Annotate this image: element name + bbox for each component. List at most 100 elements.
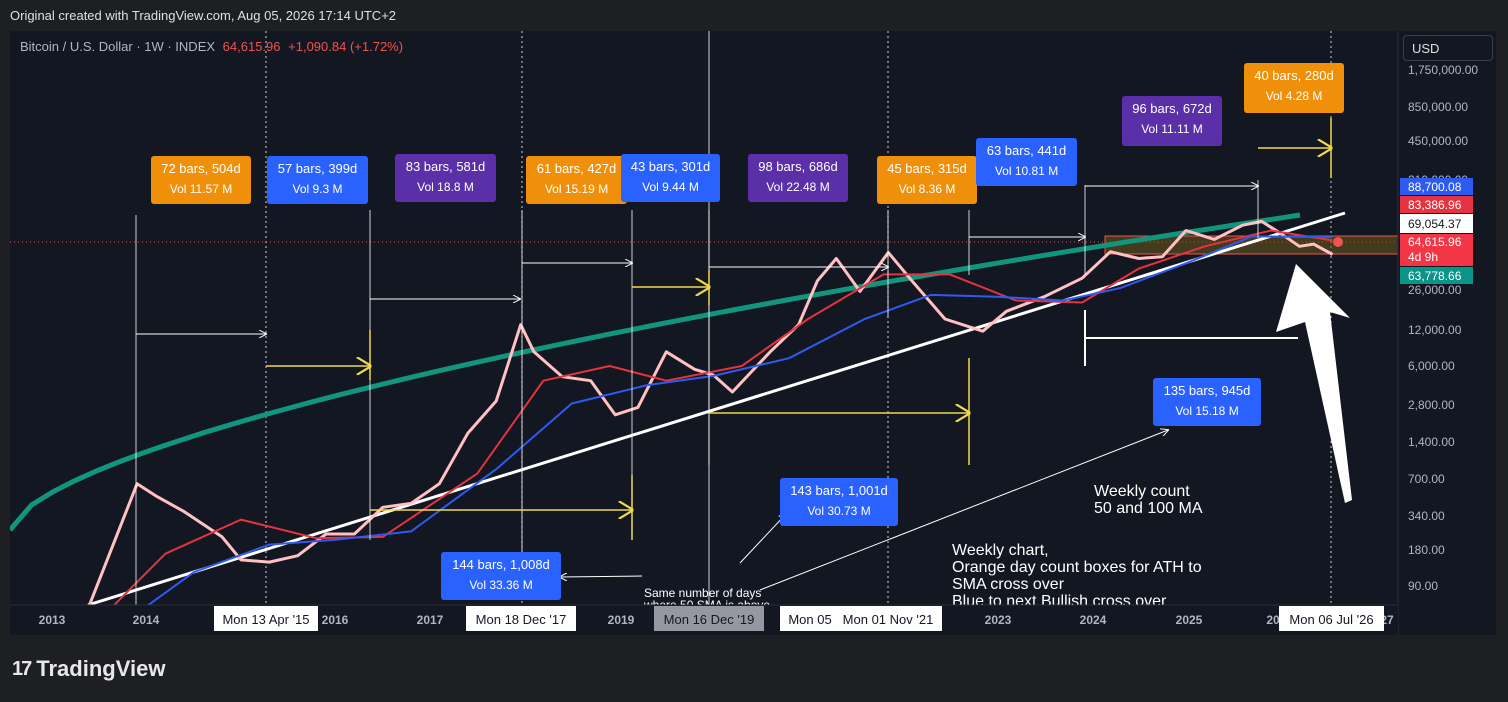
- date-crosshair-text: Mon 01 Nov '21: [843, 612, 934, 627]
- price-tick-label: 450,000.00: [1408, 134, 1468, 148]
- sma100-price-tag: [1400, 178, 1473, 195]
- time-tick-label: 2017: [417, 613, 444, 627]
- crosshair-price-text: 69,054.37: [1408, 217, 1462, 231]
- same-days-note: Same number of days: [644, 586, 761, 600]
- day-count-volume-label: Vol 9.3 M: [292, 182, 342, 196]
- price-tick-label: 180.00: [1408, 543, 1445, 557]
- price-tick-label: 340.00: [1408, 509, 1445, 523]
- time-tick-label: 2013: [39, 613, 66, 627]
- day-count-volume-label: Vol 22.48 M: [766, 180, 829, 194]
- weekly-count-note: Weekly count: [1094, 483, 1190, 500]
- symbol-name: Bitcoin / U.S. Dollar · 1W · INDEX: [20, 39, 216, 54]
- date-crosshair-tag: [780, 606, 840, 631]
- time-tick-label: 2023: [985, 613, 1012, 627]
- price-tick-label: 850,000.00: [1408, 100, 1468, 114]
- day-count-bars-label: 72 bars, 504d: [161, 161, 241, 176]
- price-tick-label: 1,400.00: [1408, 435, 1455, 449]
- day-count-box[interactable]: [780, 478, 898, 526]
- last-price-text: 64,615.96: [1408, 235, 1462, 249]
- brand-name: TradingView: [36, 656, 166, 681]
- weekly-chart-note: Orange day count boxes for ATH to: [952, 559, 1202, 576]
- day-count-box[interactable]: [1244, 63, 1344, 113]
- currency-button[interactable]: USD: [1403, 35, 1493, 61]
- date-crosshair-tag: [834, 606, 942, 631]
- day-count-box[interactable]: [1153, 378, 1261, 426]
- day-count-box[interactable]: [976, 138, 1077, 186]
- day-count-volume-label: Vol 15.18 M: [1175, 404, 1238, 418]
- day-count-volume-label: Vol 11.11 M: [1141, 122, 1203, 136]
- day-count-bars-label: 83 bars, 581d: [406, 159, 486, 174]
- day-count-volume-label: Vol 11.57 M: [170, 182, 232, 196]
- day-count-volume-label: Vol 8.36 M: [899, 182, 956, 196]
- weekly-chart-note: Weekly chart,: [952, 542, 1049, 559]
- price-tick-label: 700.00: [1408, 472, 1445, 486]
- time-tick-label: 2014: [133, 613, 160, 627]
- price-change: +1,090.84 (+1.72%): [288, 39, 404, 54]
- day-count-volume-label: Vol 33.36 M: [469, 578, 532, 592]
- date-crosshair-tag: [654, 606, 764, 631]
- day-count-bars-label: 43 bars, 301d: [631, 159, 711, 174]
- price-tick-label: 26,000.00: [1408, 283, 1462, 297]
- symbol-legend[interactable]: Bitcoin / U.S. Dollar · 1W · INDEX 64,61…: [20, 39, 403, 54]
- day-count-bars-label: 144 bars, 1,008d: [452, 557, 550, 572]
- chart-frame[interactable]: [10, 31, 1496, 635]
- bar-countdown-text: 4d 9h: [1408, 250, 1438, 264]
- date-crosshair-tag: [466, 606, 576, 631]
- time-tick-label: 2016: [322, 613, 349, 627]
- date-crosshair-text: Mon 13 Apr '15: [222, 612, 309, 627]
- time-tick-label: 2025: [1176, 613, 1203, 627]
- day-count-bars-label: 143 bars, 1,001d: [790, 483, 888, 498]
- weekly-count-note: 50 and 100 MA: [1094, 500, 1203, 517]
- sma50-price-text: 83,386.96: [1408, 198, 1462, 212]
- day-count-bars-label: 45 bars, 315d: [887, 161, 967, 176]
- day-count-bars-label: 61 bars, 427d: [537, 161, 617, 176]
- day-count-box[interactable]: [151, 156, 251, 204]
- day-count-volume-label: Vol 10.81 M: [995, 164, 1058, 178]
- day-count-volume-label: Vol 18.8 M: [417, 180, 474, 194]
- last-price-dot: [1333, 237, 1343, 247]
- sma100-price-text: 88,700.08: [1408, 180, 1462, 194]
- day-count-box[interactable]: [621, 154, 720, 202]
- day-count-bars-label: 96 bars, 672d: [1132, 101, 1212, 116]
- day-count-box[interactable]: [267, 156, 368, 204]
- day-count-bars-label: 135 bars, 945d: [1164, 383, 1251, 398]
- day-count-bars-label: 57 bars, 399d: [278, 161, 358, 176]
- date-crosshair-text: Mon 05: [788, 612, 831, 627]
- day-count-bars-label: 40 bars, 280d: [1254, 68, 1334, 83]
- day-count-box[interactable]: [1122, 96, 1222, 146]
- price-axis[interactable]: [1398, 31, 1496, 635]
- day-count-box[interactable]: [748, 154, 848, 202]
- day-count-bars-label: 98 bars, 686d: [758, 159, 838, 174]
- last-price: 64,615.96: [222, 39, 281, 54]
- time-tick-label: 20: [1266, 613, 1280, 627]
- price-tick-label: 90.00: [1408, 579, 1438, 593]
- day-count-volume-label: Vol 9.44 M: [642, 180, 699, 194]
- day-count-volume-label: Vol 15.19 M: [545, 182, 608, 196]
- ema-price-text: 63,778.66: [1408, 269, 1462, 283]
- day-count-box[interactable]: [526, 156, 627, 204]
- pointer-arrow: [560, 576, 643, 577]
- day-count-volume-label: Vol 30.73 M: [807, 504, 870, 518]
- time-tick-label: 2019: [608, 613, 635, 627]
- series-line-sma-50: [112, 229, 1333, 605]
- tradingview-logo[interactable]: 17 TradingView: [12, 656, 165, 682]
- large-white-arrow: [1276, 264, 1352, 503]
- date-crosshair-tag: [214, 606, 318, 631]
- day-count-box[interactable]: [877, 156, 977, 204]
- time-tick-label: 2024: [1080, 613, 1107, 627]
- day-count-box[interactable]: [441, 552, 561, 600]
- chart-attribution: Original created with TradingView.com, A…: [10, 8, 397, 23]
- date-crosshair-text: Mon 06 Jul '26: [1289, 612, 1373, 627]
- price-tick-label: 1,750,000.00: [1408, 63, 1478, 77]
- price-tick-label: 12,000.00: [1408, 323, 1462, 337]
- price-tick-label: 2,800.00: [1408, 398, 1455, 412]
- support-trendline: [87, 211, 1346, 605]
- day-count-box[interactable]: [395, 154, 496, 202]
- date-crosshair-text: Mon 16 Dec '19: [664, 612, 755, 627]
- sma50-price-tag: [1400, 196, 1473, 213]
- tradingview-logo-icon: 17: [12, 657, 32, 680]
- price-tick-label: 6,000.00: [1408, 359, 1455, 373]
- crosshair-price-tag: [1400, 214, 1473, 233]
- ema-price-tag: [1400, 267, 1473, 284]
